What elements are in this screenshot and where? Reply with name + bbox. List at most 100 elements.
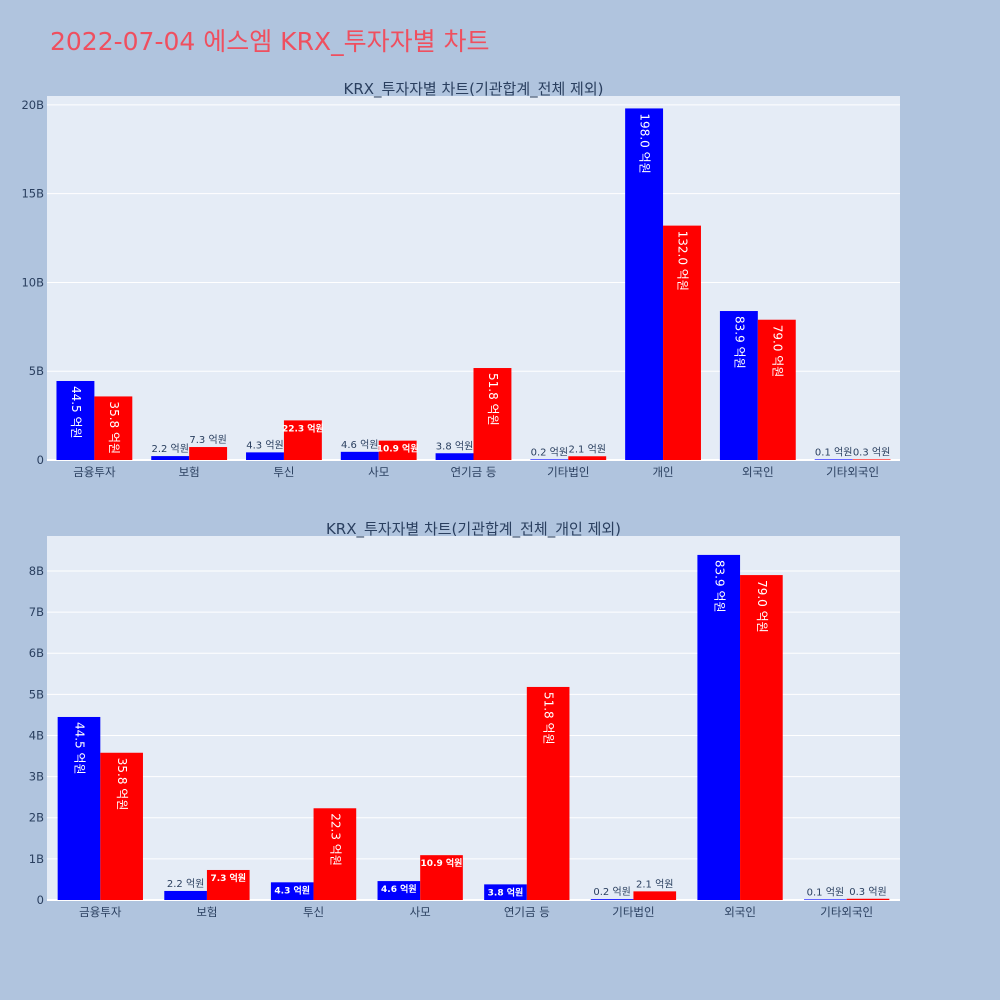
- data-label: 2.1 억원: [636, 878, 673, 890]
- bar: [420, 855, 463, 900]
- x-tick-label: 연기금 등: [451, 465, 497, 479]
- bar: [633, 891, 677, 900]
- x-tick-label: 사모: [410, 905, 431, 919]
- bar: [270, 882, 314, 900]
- data-label: 44.5 억원: [72, 722, 86, 775]
- x-tick-label: 외국인: [742, 465, 774, 479]
- y-tick-label: 7B: [29, 605, 44, 619]
- x-tick-label: 투신: [273, 465, 294, 479]
- y-tick-label: 2B: [29, 811, 44, 825]
- bar: [378, 440, 417, 460]
- bar: [283, 420, 322, 460]
- data-label: 79.0 억원: [770, 325, 784, 378]
- data-label: 83.9 억원: [732, 316, 746, 369]
- x-tick-label: 보험: [179, 465, 200, 479]
- bar: [526, 686, 570, 900]
- data-label: 10.9 억원: [421, 857, 463, 869]
- data-label: 0.2 억원: [531, 446, 568, 458]
- bar: [852, 459, 891, 460]
- page-title: 2022-07-04 에스엠 KRX_투자자별 차트: [50, 27, 490, 56]
- bar: [846, 898, 890, 900]
- bar: [625, 108, 664, 461]
- data-label: 4.3 억원: [246, 439, 283, 451]
- data-label: 0.1 억원: [807, 886, 844, 898]
- y-tick-label: 8B: [29, 564, 44, 578]
- x-tick-label: 보험: [196, 905, 217, 919]
- y-tick-label: 1B: [29, 852, 44, 866]
- data-label: 51.8 억원: [542, 692, 556, 745]
- data-label: 0.1 억원: [815, 446, 852, 458]
- bar: [473, 368, 512, 460]
- x-tick-label: 사모: [368, 465, 389, 479]
- bar: [697, 554, 741, 900]
- data-label: 83.9 억원: [712, 560, 726, 613]
- data-label: 198.0 억원: [638, 113, 652, 173]
- bar: [206, 869, 250, 900]
- bar: [757, 319, 796, 460]
- data-label: 44.5 억원: [69, 386, 83, 439]
- chart-title: KRX_투자자별 차트(기관합계_전체_개인 제외): [326, 520, 621, 539]
- bar: [804, 899, 847, 900]
- bar: [484, 884, 527, 900]
- bar: [313, 808, 357, 900]
- bar: [246, 452, 284, 460]
- data-label: 51.8 억원: [486, 373, 500, 426]
- x-tick-label: 금융투자: [79, 905, 122, 919]
- bar: [530, 459, 569, 460]
- x-tick-label: 외국인: [724, 905, 756, 919]
- bar: [100, 752, 143, 900]
- bar: [377, 881, 421, 900]
- bar: [340, 451, 379, 460]
- data-label: 0.2 억원: [593, 886, 630, 898]
- x-tick-label: 금융투자: [73, 465, 116, 479]
- data-label: 3.8 억원: [436, 440, 473, 452]
- data-label: 2.2 억원: [167, 878, 204, 890]
- bar: [164, 890, 207, 900]
- data-label: 35.8 억원: [115, 758, 129, 811]
- x-tick-label: 기타외국인: [820, 905, 873, 919]
- bar: [151, 456, 190, 460]
- bar: [435, 453, 474, 460]
- data-label: 79.0 억원: [755, 580, 769, 633]
- data-label: 0.3 억원: [849, 886, 886, 898]
- data-label: 4.6 억원: [381, 883, 417, 895]
- data-label: 2.1 억원: [568, 443, 605, 455]
- y-tick-label: 15B: [21, 187, 44, 201]
- data-label: 7.3 억원: [210, 872, 246, 884]
- data-label: 22.3 억원: [328, 813, 342, 866]
- y-tick-label: 0: [37, 453, 44, 467]
- data-label: 10.9 억원: [377, 443, 419, 455]
- bar: [568, 456, 607, 460]
- bar: [590, 899, 634, 900]
- bar: [663, 225, 701, 460]
- y-tick-label: 0: [37, 893, 44, 907]
- y-tick-label: 5B: [29, 687, 44, 701]
- x-tick-label: 기타법인: [612, 905, 654, 919]
- bar-chart-top: KRX_투자자별 차트(기관합계_전체 제외) 0 5B 10B 15B 20B 금융투자 4…: [21, 80, 900, 479]
- bar: [56, 380, 95, 460]
- y-tick-label: 20B: [21, 98, 44, 112]
- data-label: 22.3 억원: [282, 422, 324, 434]
- data-label: 4.3 억원: [274, 884, 310, 896]
- data-label: 132.0 억원: [676, 231, 690, 291]
- x-tick-label: 투신: [303, 905, 324, 919]
- bar-chart-bottom: KRX_투자자별 차트(기관합계_전체_개인 제외) 0 1B 2B 3B 4B 5B 6B 7…: [29, 520, 900, 919]
- data-label: 2.2 억원: [151, 443, 188, 455]
- x-tick-label: 기타법인: [547, 465, 589, 479]
- y-tick-label: 3B: [29, 770, 44, 784]
- data-label: 0.3 억원: [853, 446, 890, 458]
- y-tick-label: 5B: [29, 364, 44, 378]
- data-label: 35.8 억원: [107, 401, 121, 454]
- bar: [57, 716, 101, 900]
- bar: [740, 575, 783, 900]
- bar: [94, 396, 133, 460]
- chart-title: KRX_투자자별 차트(기관합계_전체 제외): [344, 80, 604, 99]
- y-tick-label: 10B: [21, 275, 44, 289]
- x-tick-label: 기타외국인: [826, 465, 879, 479]
- bar: [189, 447, 228, 460]
- y-tick-label: 6B: [29, 646, 44, 660]
- bar: [814, 459, 853, 460]
- x-tick-label: 연기금 등: [504, 905, 550, 919]
- data-label: 7.3 억원: [189, 434, 226, 446]
- data-label: 4.6 억원: [341, 439, 378, 451]
